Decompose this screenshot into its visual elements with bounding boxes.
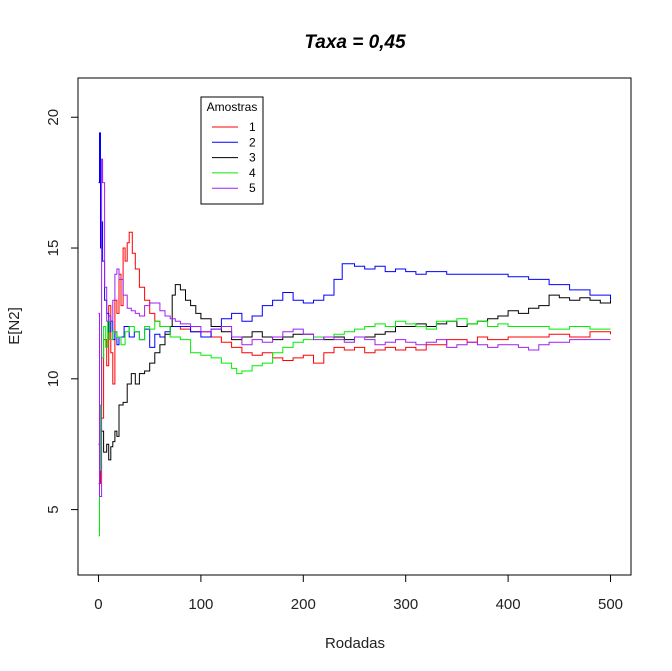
- y-tick-label: 10: [45, 370, 62, 387]
- legend-label: 1: [249, 120, 256, 134]
- x-tick-label: 500: [598, 596, 623, 613]
- series-line-5: [98, 158, 611, 497]
- y-tick-label: 20: [45, 109, 62, 126]
- series-layer: [98, 132, 611, 537]
- x-axis-label: Rodadas: [325, 635, 385, 652]
- series-line-4: [98, 318, 611, 537]
- legend-entries: 12 345: [212, 120, 256, 195]
- x-axis: 0 100 200 300 400 500: [94, 574, 623, 613]
- series-line-3: [98, 284, 611, 461]
- y-axis-label: E[N2]: [6, 307, 23, 345]
- x-tick-label: 100: [188, 596, 213, 613]
- legend-label: 2: [249, 135, 256, 149]
- y-tick-label: 5: [45, 505, 62, 513]
- legend-box: [200, 96, 264, 205]
- legend-title: Amostras: [207, 100, 258, 114]
- y-axis: 5 10 15 20: [45, 109, 79, 514]
- x-tick-label: 0: [94, 596, 102, 613]
- y-tick-label: 15: [45, 240, 62, 257]
- legend: Amostras 12 345: [200, 96, 264, 205]
- legend-label: 3: [249, 151, 256, 165]
- legend-label: 4: [249, 166, 256, 180]
- x-tick-label: 400: [496, 596, 521, 613]
- legend-label: 5: [249, 181, 256, 195]
- chart-title: Taxa = 0,45: [304, 32, 406, 53]
- x-tick-label: 200: [291, 596, 316, 613]
- x-tick-label: 300: [393, 596, 418, 613]
